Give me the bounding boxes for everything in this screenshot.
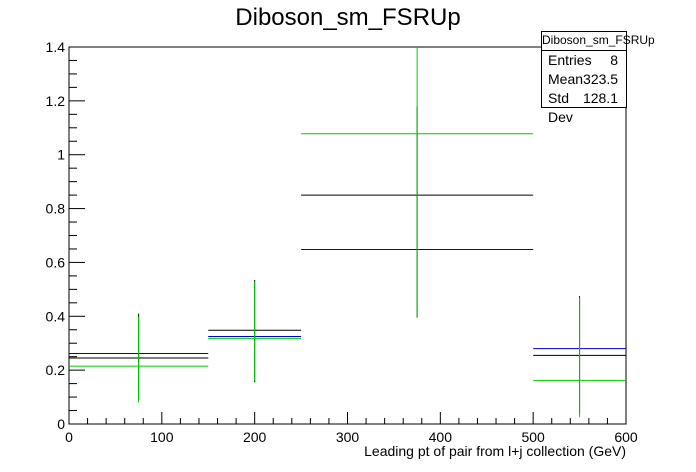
stats-box: Diboson_sm_FSRUp Entries 8 Mean 323.5 St… [541, 31, 655, 125]
x-tick-label: 500 [521, 429, 545, 445]
stats-label: Std Dev [548, 90, 573, 125]
x-tick-label: 300 [336, 429, 360, 445]
stats-value: 323.5 [583, 71, 619, 87]
x-tick-label: 400 [429, 429, 453, 445]
y-tick-label: 1.2 [46, 93, 66, 109]
x-tick-label: 600 [614, 429, 638, 445]
chart-title: Diboson_sm_FSRUp [235, 4, 461, 31]
y-tick-label: 0.8 [46, 201, 66, 217]
y-tick-label: 0.2 [46, 362, 66, 378]
x-tick-label: 200 [243, 429, 267, 445]
x-axis-label: Leading pt of pair from l+j collection (… [364, 443, 626, 459]
data-marks [69, 47, 626, 418]
stats-box-title: Diboson_sm_FSRUp [542, 32, 655, 51]
stats-value: 128.1 [582, 90, 618, 106]
y-tick-label: 0 [57, 416, 65, 432]
y-tick-label: 0.6 [46, 254, 66, 270]
y-tick-label: 1.4 [46, 39, 66, 55]
stats-row-mean: Mean 323.5 [542, 70, 626, 89]
x-tick-label: 100 [150, 429, 174, 445]
stats-row-stddev: Std Dev 128.1 [542, 89, 626, 125]
axes: 0 100 200 300 400 500 600 0 0.2 0.4 0.6 0.8 1 1.2 1.4 [46, 39, 638, 445]
y-tick-label: 0.4 [46, 308, 66, 324]
stats-label: Mean [548, 71, 584, 87]
stats-value: 8 [610, 52, 618, 68]
x-tick-label: 0 [65, 429, 73, 445]
stats-row-entries: Entries 8 [542, 51, 626, 70]
y-tick-label: 1 [57, 147, 65, 163]
stats-label: Entries [548, 52, 592, 68]
